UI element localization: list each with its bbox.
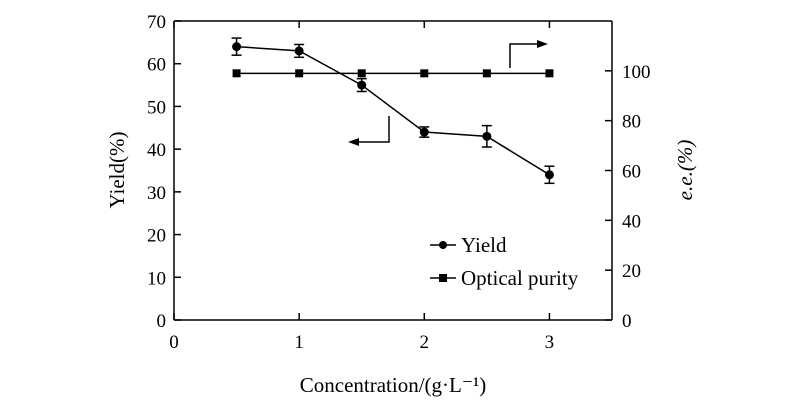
- legend-entry-yield: Yield: [430, 233, 507, 257]
- optical-purity-pointer-arrow: [509, 43, 540, 68]
- y-left-axis-title: Yield(%): [105, 132, 129, 209]
- y-right-axis-ticks: 0 20 40 60 80 100: [605, 62, 651, 332]
- yield-point: [357, 80, 367, 90]
- y-right-tick-label: 40: [622, 211, 641, 232]
- series-pointer-arrows: [348, 40, 548, 146]
- x-tick-label: 2: [420, 332, 430, 353]
- optical-purity-point: [232, 69, 241, 78]
- y-right-tick-label: 20: [622, 261, 641, 282]
- y-left-axis-ticks: 0 10 20 30 40 50 60 70: [147, 12, 181, 332]
- y-left-tick-label: 40: [147, 140, 166, 161]
- y-left-tick-label: 60: [147, 55, 166, 76]
- legend: Yield Optical purity: [430, 233, 579, 290]
- plot-area: [231, 37, 555, 185]
- y-left-tick-label: 70: [147, 12, 166, 33]
- x-axis-ticks: 0 1 2 3: [169, 21, 554, 353]
- y-right-tick-label: 100: [622, 62, 651, 83]
- optical-purity-point: [482, 69, 491, 78]
- legend-entry-optical-purity: Optical purity: [430, 266, 579, 290]
- legend-yield-label: Yield: [461, 233, 507, 257]
- optical-purity-arrowhead: [537, 40, 548, 48]
- x-tick-label: 1: [294, 332, 304, 353]
- x-tick-label: 3: [545, 332, 555, 353]
- yield-point: [294, 46, 304, 56]
- y-right-tick-label: 80: [622, 112, 641, 133]
- yield-point: [232, 42, 242, 52]
- yield-pointer-arrow: [356, 116, 390, 143]
- y-left-tick-label: 20: [147, 226, 166, 247]
- yield-arrowhead: [348, 138, 359, 146]
- y-right-axis-title: e.e.(%): [673, 140, 697, 201]
- x-tick-label: 0: [169, 332, 179, 353]
- y-left-tick-label: 10: [147, 268, 166, 289]
- y-right-tick-label: 60: [622, 162, 641, 183]
- optical-purity-point: [545, 69, 554, 78]
- legend-yield-marker: [439, 241, 447, 249]
- optical-purity-point: [295, 69, 304, 78]
- yield-point: [482, 131, 492, 141]
- legend-optical-purity-label: Optical purity: [461, 266, 579, 290]
- y-left-tick-label: 0: [157, 311, 167, 332]
- yield-point: [544, 170, 554, 180]
- x-axis-title: Concentration/(g·L⁻¹): [300, 373, 487, 397]
- yield-series-line: [236, 45, 550, 176]
- optical-purity-point: [357, 69, 366, 78]
- y-right-tick-label: 0: [622, 311, 632, 332]
- y-left-tick-label: 50: [147, 97, 166, 118]
- legend-optical-purity-marker: [439, 274, 447, 282]
- y-left-tick-label: 30: [147, 183, 166, 204]
- yield-point: [419, 127, 429, 137]
- optical-purity-point: [420, 69, 429, 78]
